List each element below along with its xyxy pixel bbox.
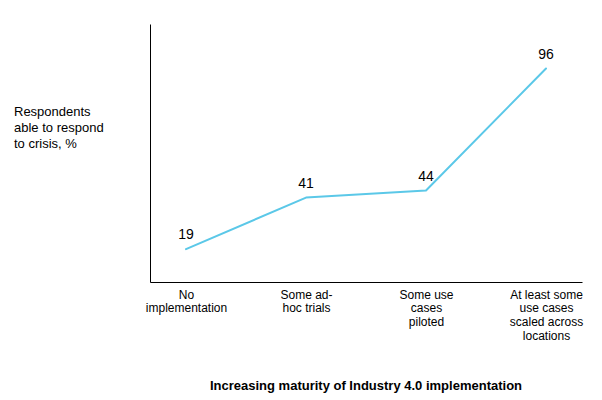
x-axis-line — [151, 282, 583, 283]
x-axis-title: Increasing maturity of Industry 4.0 impl… — [210, 378, 522, 393]
x-tick-label-line: locations — [523, 329, 570, 343]
x-tick-label-line: use cases — [519, 301, 573, 315]
x-tick-label-line: piloted — [409, 315, 444, 329]
plot: Noimplementation Some ad-hoc trials Some u… — [146, 25, 583, 343]
y-axis-title: Respondentsable to respondto crisis, % — [14, 104, 104, 150]
x-tick-label: Some usecasespiloted — [399, 288, 453, 330]
x-tick: Some ad-hoc trials — [280, 288, 332, 316]
y-axis — [150, 25, 151, 283]
y-axis-title-line: able to respond — [14, 120, 104, 135]
x-tick-label-line: Some use — [399, 288, 453, 302]
y-axis-title-line: Respondents — [14, 104, 91, 119]
chart: Noimplementation Some ad-hoc trials Some u… — [0, 0, 602, 400]
data-labels: 19 41 44 96 — [178, 46, 554, 243]
x-tick-label-line: At least some — [510, 288, 583, 302]
y-axis-title-line: to crisis, % — [14, 136, 77, 151]
x-tick: Some usecasespiloted — [399, 288, 453, 330]
data-label: 44 — [418, 168, 434, 184]
x-tick-label-line: Some ad- — [280, 288, 332, 302]
x-tick-label-line: scaled across — [510, 315, 583, 329]
x-tick-label-line: No — [179, 288, 195, 302]
y-axis-line — [150, 25, 151, 283]
x-tick-label-line: implementation — [146, 301, 227, 315]
x-tick: At least someuse casesscaled acrosslocat… — [510, 288, 583, 343]
data-label: 41 — [298, 175, 314, 191]
x-tick-label: Some ad-hoc trials — [280, 288, 332, 316]
x-tick: Noimplementation — [146, 288, 227, 316]
line — [186, 69, 546, 250]
data-label: 96 — [538, 46, 554, 62]
marks — [186, 69, 546, 250]
data-label: 19 — [178, 226, 194, 242]
x-tick-label: At least someuse casesscaled acrosslocat… — [510, 288, 583, 343]
x-tick-label-line: cases — [411, 301, 442, 315]
x-axis: Noimplementation Some ad-hoc trials Some u… — [146, 283, 583, 343]
x-tick-label: Noimplementation — [146, 288, 227, 316]
x-tick-label-line: hoc trials — [282, 301, 330, 315]
